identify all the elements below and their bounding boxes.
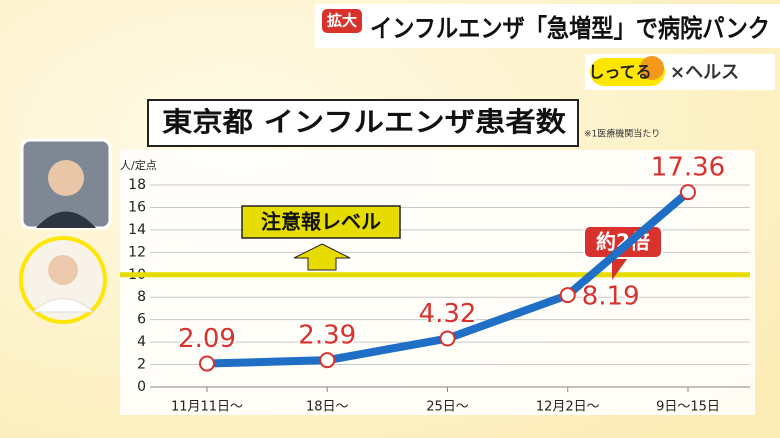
y-tick-label: 16 (128, 199, 146, 215)
y-tick-label: 2 (137, 357, 146, 373)
y-tick-label: 12 (128, 244, 146, 260)
presenter-face (48, 160, 84, 196)
chart-panel (120, 150, 755, 415)
badge: 拡大 (327, 12, 357, 30)
threshold-box (241, 205, 401, 239)
threshold-arrow (293, 243, 351, 271)
presenter-suit (36, 211, 96, 228)
point (680, 184, 696, 201)
headline-bar (315, 4, 780, 48)
corner-dot (640, 56, 664, 80)
y-tick-label: 8 (137, 289, 146, 305)
chart-note: ※1医療機関当たり (584, 128, 660, 140)
annotation-arrow (612, 255, 630, 280)
presenter-face (48, 255, 78, 285)
x-tick-label: 11月11日～ (171, 400, 243, 415)
point (439, 330, 456, 347)
y-tick-label: 18 (128, 177, 146, 193)
value-label: 2.39 (298, 321, 356, 351)
value-label: 8.19 (582, 282, 640, 312)
chart-title: 東京都 インフルエンザ患者数 (162, 107, 567, 139)
badge-box (322, 9, 362, 33)
x-tick-label: 25日～ (426, 400, 469, 415)
y-tick-label: 14 (128, 222, 146, 238)
y-tick-label: 0 (137, 379, 146, 395)
threshold-label: 注意報レベル (261, 210, 381, 234)
point (199, 355, 215, 372)
value-label: 2.09 (178, 324, 236, 354)
point (319, 352, 336, 369)
corner-label: しってる (588, 63, 651, 82)
x-tick-label: 18日～ (306, 400, 349, 415)
y-axis-label: 人/定点 (120, 158, 157, 172)
x-tick-label: 12月2日～ (536, 400, 600, 415)
y-tick-label: 6 (137, 312, 146, 328)
value-label: 4.32 (419, 299, 477, 329)
series-name: ×ヘルス (670, 62, 739, 83)
title-box (147, 99, 579, 147)
headline: インフルエンザ「急増型」で病院パンク (370, 14, 770, 43)
value-label: 17.36 (651, 153, 725, 183)
presenter-body (31, 298, 95, 313)
x-tick-label: 9日～15日 (656, 400, 720, 415)
y-tick-label: 4 (137, 334, 146, 350)
point (559, 287, 576, 304)
